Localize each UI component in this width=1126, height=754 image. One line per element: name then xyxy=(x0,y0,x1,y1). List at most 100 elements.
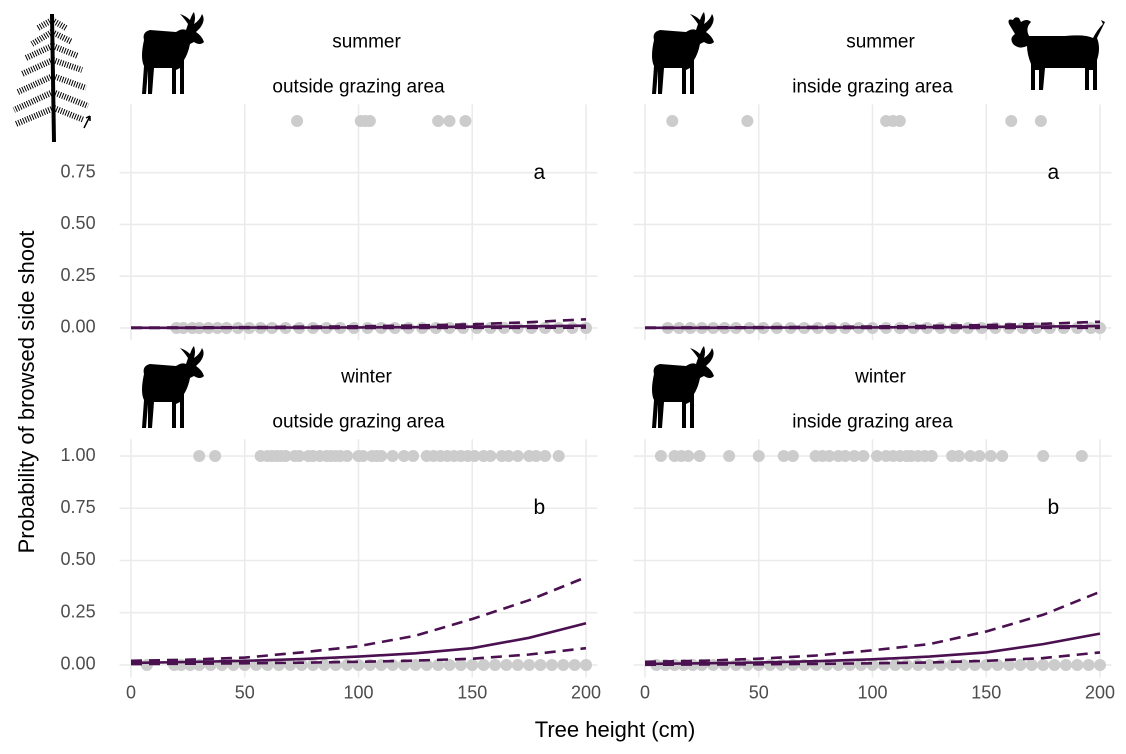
point xyxy=(478,659,490,671)
point xyxy=(387,450,399,462)
y-tick-label: 0.75 xyxy=(61,497,96,517)
point xyxy=(996,450,1008,462)
strip-label: inside grazing area xyxy=(792,76,953,97)
y-tick-label: 0.25 xyxy=(61,601,96,621)
point xyxy=(484,450,496,462)
point xyxy=(1076,450,1088,462)
point xyxy=(741,115,753,127)
y-axis-title: Probability of browsed side shoot xyxy=(14,231,39,554)
strip-label: outside grazing area xyxy=(272,76,445,97)
point xyxy=(580,659,592,671)
point xyxy=(923,659,935,671)
point xyxy=(912,659,924,671)
point xyxy=(500,659,512,671)
point xyxy=(466,659,478,671)
point xyxy=(878,659,890,671)
point xyxy=(1060,659,1072,671)
y-tick-label: 1.00 xyxy=(61,445,96,465)
point xyxy=(209,450,221,462)
point xyxy=(1005,115,1017,127)
point xyxy=(867,659,879,671)
point xyxy=(455,659,467,671)
point xyxy=(444,115,456,127)
point xyxy=(291,115,303,127)
x-tick-label: 150 xyxy=(971,682,1001,702)
point xyxy=(296,659,308,671)
point xyxy=(512,450,524,462)
y-tick-label: 0.00 xyxy=(61,317,96,337)
x-axis-title: Tree height (cm) xyxy=(535,717,696,742)
point xyxy=(682,450,694,462)
point xyxy=(1014,659,1026,671)
point xyxy=(894,115,906,127)
point xyxy=(935,659,947,671)
point xyxy=(973,450,985,462)
point xyxy=(1035,115,1047,127)
point xyxy=(694,450,706,462)
x-tick-label: 100 xyxy=(857,682,887,702)
point xyxy=(569,659,581,671)
point xyxy=(655,450,667,462)
point xyxy=(857,450,869,462)
point xyxy=(432,115,444,127)
point xyxy=(1083,659,1095,671)
panel-label: b xyxy=(534,496,546,519)
point xyxy=(364,115,376,127)
point xyxy=(1049,659,1061,671)
point xyxy=(557,659,569,671)
point xyxy=(1037,659,1049,671)
y-tick-label: 0.75 xyxy=(61,161,96,181)
moose-icon xyxy=(652,346,714,428)
point xyxy=(546,659,558,671)
strip-label: winter xyxy=(340,366,392,387)
point xyxy=(985,450,997,462)
point xyxy=(1071,659,1083,671)
y-tick-label: 0.50 xyxy=(61,549,96,569)
point xyxy=(953,450,965,462)
point xyxy=(889,659,901,671)
point xyxy=(535,659,547,671)
strip-label: summer xyxy=(846,31,915,52)
cow-icon xyxy=(1009,17,1106,90)
point xyxy=(901,659,913,671)
moose-icon xyxy=(142,346,204,428)
point xyxy=(666,115,678,127)
point xyxy=(375,450,387,462)
point xyxy=(330,659,342,671)
panel-label: a xyxy=(1048,161,1060,184)
point xyxy=(1026,659,1038,671)
x-tick-label: 200 xyxy=(571,682,601,702)
point xyxy=(926,450,938,462)
x-tick-label: 0 xyxy=(126,682,136,702)
point xyxy=(318,659,330,671)
point xyxy=(539,450,551,462)
y-tick-label: 0.00 xyxy=(61,654,96,674)
y-tick-label: 0.50 xyxy=(61,213,96,233)
point xyxy=(193,450,205,462)
point xyxy=(723,450,735,462)
point xyxy=(1037,450,1049,462)
point xyxy=(407,450,419,462)
moose-icon xyxy=(652,12,714,94)
tree-icon xyxy=(14,14,90,142)
panel-label: a xyxy=(534,161,546,184)
x-tick-label: 50 xyxy=(749,682,769,702)
point xyxy=(489,659,501,671)
panel-label: b xyxy=(1048,496,1060,519)
x-tick-label: 50 xyxy=(235,682,255,702)
point xyxy=(307,659,319,671)
y-tick-label: 0.25 xyxy=(61,265,96,285)
x-tick-label: 100 xyxy=(343,682,373,702)
point xyxy=(1094,659,1106,671)
strip-label: winter xyxy=(854,366,906,387)
x-tick-label: 150 xyxy=(457,682,487,702)
point xyxy=(523,659,535,671)
point xyxy=(553,450,565,462)
point xyxy=(459,115,471,127)
strip-label: inside grazing area xyxy=(792,411,953,432)
point xyxy=(787,450,799,462)
